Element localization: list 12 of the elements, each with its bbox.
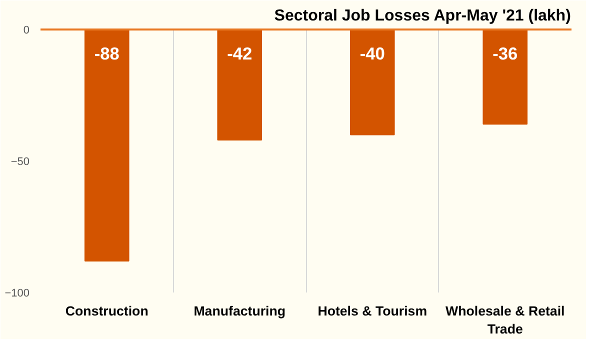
y-tick-label: 0: [23, 24, 30, 36]
data-label: -40: [360, 44, 385, 64]
x-tick-label: Hotels & Tourism: [318, 304, 428, 318]
x-tick-label: Construction: [65, 304, 148, 318]
data-label: -88: [94, 44, 120, 64]
data-label: -36: [492, 44, 518, 64]
x-tick-label: Wholesale & Retail Trade: [446, 304, 565, 336]
y-tick-label: −50: [10, 156, 30, 168]
x-tick-label: Manufacturing: [194, 304, 286, 318]
data-label: -42: [227, 44, 252, 64]
chart-title: Sectoral Job Losses Apr-May '21 (lakh): [274, 8, 571, 24]
y-tick-label: −100: [4, 288, 30, 300]
